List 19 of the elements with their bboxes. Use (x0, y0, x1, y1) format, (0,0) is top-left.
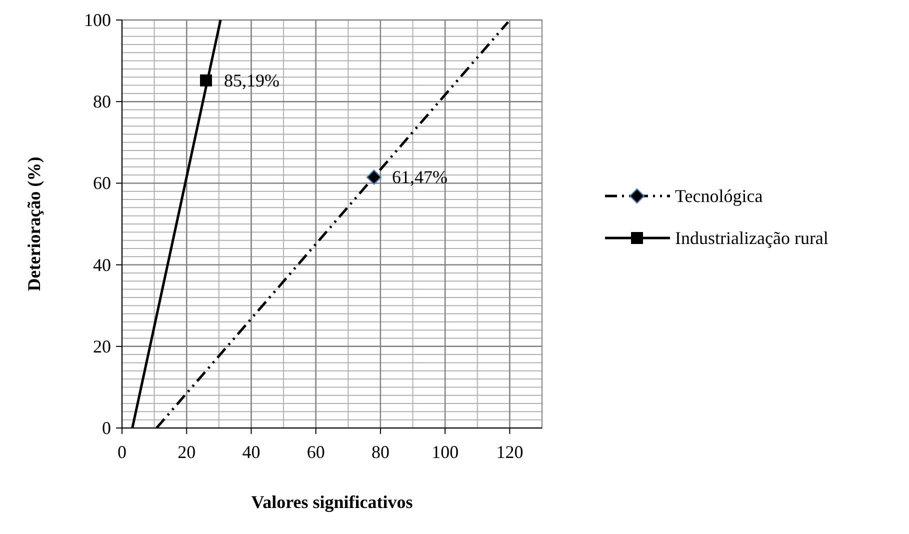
x-tick-label: 40 (242, 442, 260, 462)
y-tick-label: 0 (102, 418, 111, 438)
y-tick-label: 100 (84, 10, 111, 30)
x-tick-label: 120 (496, 442, 524, 462)
x-tick-label: 100 (432, 442, 459, 462)
x-tick-label: 80 (371, 442, 390, 462)
x-tick-label: 20 (178, 442, 196, 462)
x-axis-title: Valores significativos (251, 492, 413, 512)
y-tick-label: 40 (93, 254, 111, 275)
x-tick-label: 0 (118, 442, 126, 462)
y-tick-label: 80 (93, 92, 111, 112)
y-tick-label: 60 (93, 173, 111, 194)
y-tick-label: 20 (93, 336, 111, 356)
legend-label: Tecnológica (675, 186, 763, 206)
data-label: 85,19% (224, 70, 280, 90)
data-label: 61,47% (392, 167, 448, 188)
x-tick-label: 60 (306, 442, 325, 462)
y-axis-title: Deterioração (%) (24, 156, 44, 292)
legend-label: Industrialização rural (675, 228, 828, 248)
